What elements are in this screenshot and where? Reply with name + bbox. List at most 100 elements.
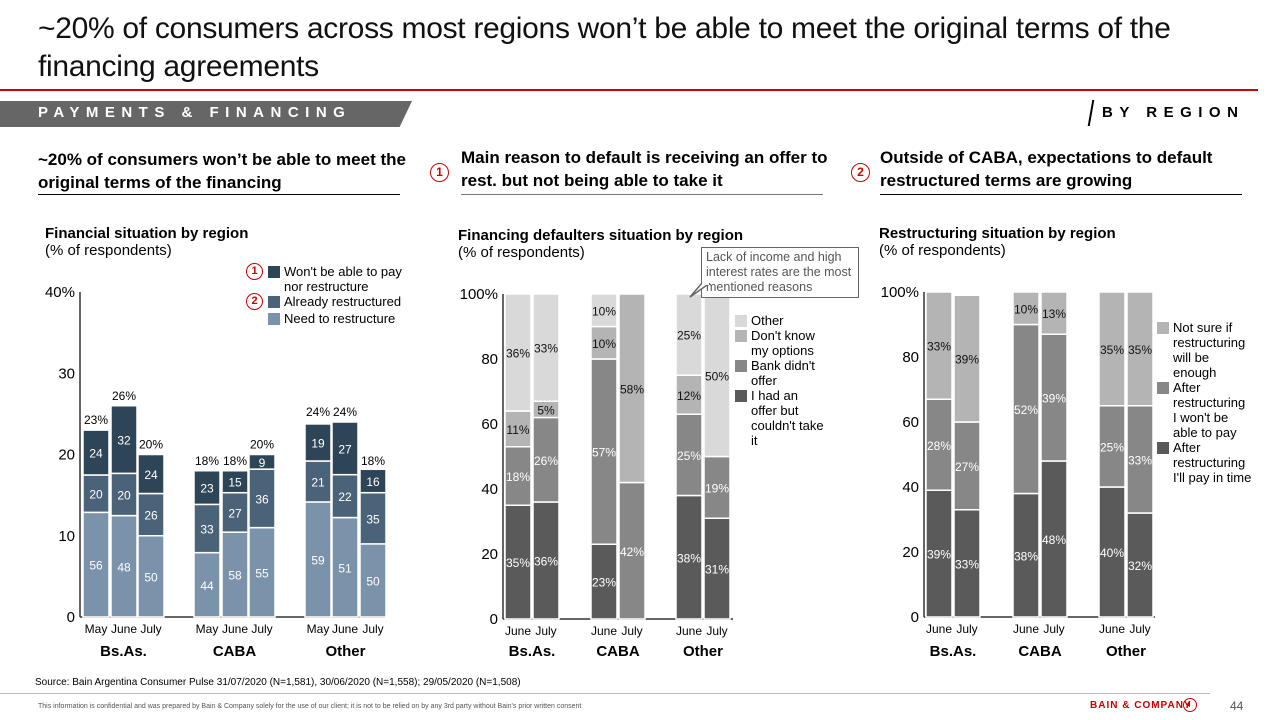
legend-label: I had an offer but couldn't take it xyxy=(751,388,824,448)
chart-1-segment-label: 27 xyxy=(338,442,352,456)
chart-1-segment-label: 55 xyxy=(255,566,269,580)
chart-3-segment-label: 40% xyxy=(1100,546,1124,560)
legend-label: After restructuring I won't be able to p… xyxy=(1173,380,1246,440)
chart-3-y-tick: 60 xyxy=(902,414,919,431)
legend-swatch xyxy=(268,296,280,308)
chart-1-bar-segment xyxy=(359,491,387,545)
legend-label: Not sure if restructuring will be enough xyxy=(1173,320,1246,380)
chart-3-segment-label: 35% xyxy=(1128,343,1152,357)
chart-1-segment-label: 15 xyxy=(228,476,242,490)
chart-1-bar-segment xyxy=(248,526,276,618)
legend-item-bank-didnt-offer: Bank didn't offer xyxy=(735,358,825,388)
chart-3-y-tick: 20 xyxy=(902,544,919,561)
chart-3-y-tick: 100% xyxy=(881,284,919,301)
chart-2-x-category: July xyxy=(621,624,642,638)
chart-2-bar-segment xyxy=(532,416,560,503)
chart-2-segment-label: 31% xyxy=(705,563,729,577)
legend-item-not-sure: Not sure if restructuring will be enough xyxy=(1157,320,1252,380)
chart-1-bar-segment xyxy=(331,516,359,618)
chart-1-x-category: July xyxy=(140,622,161,636)
chart-1-segment-label: 48 xyxy=(117,560,131,574)
chart-2-segment-label: 58% xyxy=(620,382,644,396)
chart-2-segment-label: 25% xyxy=(677,329,701,343)
chart-2-y-tick: 0 xyxy=(490,611,498,628)
chart-3-bar-segment xyxy=(1012,291,1040,326)
chart-1-x-category: May xyxy=(196,622,219,636)
chart-3-x-category: July xyxy=(956,622,977,636)
chart-1-subtitle: (% of respondents) xyxy=(45,242,172,259)
chart-1-bar-segment xyxy=(82,429,110,476)
legend-label: Don't know my options xyxy=(751,328,815,358)
legend-label: Already restructured xyxy=(284,294,402,309)
brand-logo: BAIN & COMPANY xyxy=(1090,700,1192,711)
chart-2-segment-label: 42% xyxy=(620,545,644,559)
chart-2-legend: Other Don't know my options Bank didn't … xyxy=(735,313,825,448)
chart-1-x-category: June xyxy=(222,622,248,636)
callout-box: Lack of income and high interest rates a… xyxy=(701,247,859,298)
chart-1-group-label: Bs.As. xyxy=(100,643,147,660)
chart-3-y-tick: 80 xyxy=(902,349,919,366)
chart-3-segment-label: 13% xyxy=(1042,307,1066,321)
chart-1-bar-segment xyxy=(82,511,110,618)
chart-1-segment-label: 26 xyxy=(144,509,158,523)
chart-3-bar-segment xyxy=(925,398,953,491)
chart-1-bar-segment xyxy=(193,503,221,554)
chart-1-segment-label: 23 xyxy=(200,482,214,496)
legend-item-other: Other xyxy=(735,313,825,328)
chart-1-group-label: Other xyxy=(325,643,365,660)
chart-2-bar-segment xyxy=(675,293,703,376)
panel-2-headline: Main reason to default is receiving an o… xyxy=(461,148,828,190)
chart-1-bar-segment xyxy=(221,470,249,494)
chart-2-segment-label: 19% xyxy=(705,481,729,495)
legend-swatch xyxy=(735,360,747,372)
chart-2-segment-label: 5% xyxy=(537,403,555,417)
marker-2-icon: 2 xyxy=(246,293,263,310)
chart-1-x-category: July xyxy=(251,622,272,636)
chart-3-x-category: July xyxy=(1129,622,1150,636)
legend-swatch xyxy=(735,315,747,327)
chart-3-y-tick: 0 xyxy=(911,609,919,626)
chart-2-segment-label: 33% xyxy=(534,342,558,356)
chart-2-segment-label: 10% xyxy=(592,337,616,351)
chart-1-bar-segment xyxy=(221,491,249,533)
chart-1-total-label: 18% xyxy=(195,454,219,468)
chart-3-group-label: Other xyxy=(1106,643,1146,660)
chart-2-bar-segment xyxy=(618,293,646,484)
chart-3-bar-segment xyxy=(1126,291,1154,407)
chart-2-y-tick: 80 xyxy=(481,351,498,368)
chart-1-x-category: May xyxy=(85,622,108,636)
chart-1-segment-label: 19 xyxy=(311,436,325,450)
chart-1-segment-label: 50 xyxy=(144,570,158,584)
chart-1-segment-label: 16 xyxy=(366,475,380,489)
chart-2-y-tick: 20 xyxy=(481,546,498,563)
chart-2-bar-segment xyxy=(590,293,618,328)
chart-1-segment-label: 24 xyxy=(144,468,158,482)
chart-1-segment-label: 36 xyxy=(255,492,269,506)
chart-1-title: Financial situation by region xyxy=(45,225,249,242)
legend-swatch xyxy=(1157,442,1169,454)
chart-1-bar-segment xyxy=(193,470,221,506)
chart-2-segment-label: 26% xyxy=(534,454,558,468)
chart-1-segment-label: 9 xyxy=(259,456,266,470)
legend-label: Other xyxy=(751,313,784,328)
chart-1-bar-segment xyxy=(110,405,138,475)
chart-1-x-category: June xyxy=(111,622,137,636)
chart-2-group-label: CABA xyxy=(596,643,639,660)
chart-2-y-tick: 100% xyxy=(460,286,498,303)
chart-1-segment-label: 58 xyxy=(228,569,242,583)
legend-swatch xyxy=(735,390,747,402)
page-number: 44 xyxy=(1230,699,1244,713)
chart-3-segment-label: 33% xyxy=(955,557,979,571)
panel-3-headline: Outside of CABA, expectations to default… xyxy=(880,148,1213,190)
chart-3-bar-segment xyxy=(925,489,953,618)
chart-2-segment-label: 10% xyxy=(592,304,616,318)
chart-3-segment-label: 39% xyxy=(955,353,979,367)
chart-3-bar-segment xyxy=(1040,291,1068,335)
legend-item-had-offer: I had an offer but couldn't take it xyxy=(735,388,825,448)
legend-item-wont-pay: After restructuring I won't be able to p… xyxy=(1157,380,1252,440)
chart-3-bar-segment xyxy=(953,294,981,423)
chart-1-segment-label: 22 xyxy=(338,490,352,504)
chart-2-bar-segment xyxy=(703,517,731,620)
chart-2-bar-segment xyxy=(504,410,532,448)
